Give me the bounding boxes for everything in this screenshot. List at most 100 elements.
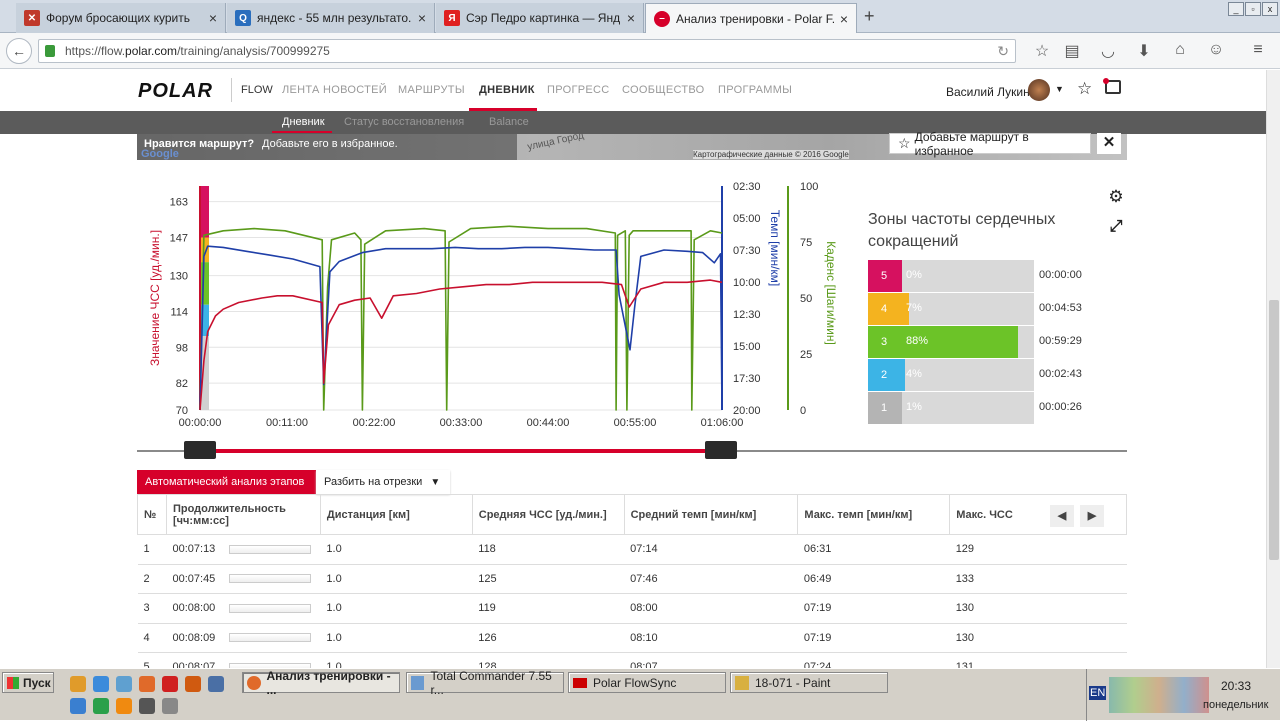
subnav-diary[interactable]: Дневник	[282, 116, 325, 128]
minimize-window-icon[interactable]: _	[1228, 2, 1244, 16]
odnoklassniki-icon[interactable]	[116, 698, 132, 714]
nav-community[interactable]: СООБЩЕСТВО	[622, 84, 705, 96]
table-cell: 00:07:45	[166, 563, 321, 594]
zone-row: 2 4%	[868, 359, 1034, 391]
tab-split-dropdown[interactable]: Разбить на отрезки ▼	[316, 470, 450, 494]
chrome-icon[interactable]	[93, 676, 109, 692]
pocket-icon[interactable]: ◡	[1101, 43, 1115, 60]
settings-gear-icon[interactable]: ⚙	[1108, 187, 1124, 206]
nav-programs[interactable]: ПРОГРАММЫ	[718, 84, 793, 96]
close-tab-icon[interactable]: ×	[839, 10, 848, 27]
page-scrollbar[interactable]	[1266, 70, 1280, 668]
nav-diary[interactable]: ДНЕВНИК	[479, 84, 535, 96]
table-cell: 08:00	[624, 593, 798, 624]
bookmark-star-icon[interactable]: ☆	[1034, 43, 1050, 60]
table-row[interactable]: 4 00:08:09 1.0 126 08:10 07:19 130	[137, 622, 1127, 653]
close-tab-icon[interactable]: ×	[417, 10, 426, 26]
paint-icon	[735, 675, 749, 690]
smiley-icon[interactable]: ☺	[1207, 41, 1225, 58]
time-range-slider[interactable]	[137, 441, 1127, 459]
notifications-icon[interactable]	[1105, 80, 1121, 94]
browser-tab[interactable]: ✕ Форум бросающих курить ×	[16, 3, 226, 33]
url-bar[interactable]: https://flow. polar.com/training/analysis…	[38, 39, 1016, 63]
col-max-pace[interactable]: Макс. темп [мин/км]	[797, 494, 951, 535]
start-button[interactable]: Пуск	[2, 672, 54, 693]
table-cell: 130	[949, 622, 1127, 653]
scrollbar-thumb[interactable]	[1269, 300, 1279, 560]
table-cell: 2	[137, 563, 167, 594]
firefox-icon[interactable]	[139, 676, 155, 692]
training-chart[interactable]: 163 147 130 114 98 82 70 02:30 05:00 07:30 10:00 12…	[137, 178, 857, 429]
subnav-balance[interactable]: Balance	[489, 116, 529, 128]
task-total-commander[interactable]: Total Commander 7.55 r...	[406, 669, 564, 697]
tray-icons[interactable]	[1109, 677, 1209, 713]
close-window-icon[interactable]: x	[1262, 2, 1278, 16]
nav-progress[interactable]: ПРОГРЕСС	[547, 84, 610, 96]
reload-icon[interactable]: ↻	[997, 43, 1009, 59]
add-route-favorite-button[interactable]: ☆ Добавьте маршрут в избранное	[889, 130, 1091, 158]
tab-title: Сэр Педро картинка — Янд...	[466, 11, 621, 25]
col-distance[interactable]: Дистанция [км]	[319, 494, 473, 535]
task-firefox[interactable]: Анализ тренировки - ...	[242, 669, 400, 697]
col-avg-pace[interactable]: Средний темп [мин/км]	[623, 494, 799, 535]
zone-fill-bar	[900, 260, 902, 292]
clock-time[interactable]: 20:33	[1221, 679, 1252, 693]
menu-icon[interactable]: ≡	[1253, 41, 1263, 58]
flowsync-icon	[573, 677, 587, 688]
table-row[interactable]: 2 00:07:45 1.0 125 07:46 06:49 133	[137, 563, 1127, 594]
y-left-tick-label: 98	[176, 342, 188, 354]
maximize-window-icon[interactable]: ▫	[1245, 2, 1261, 16]
download-icon[interactable]: ⬇	[1137, 43, 1151, 60]
opera-icon[interactable]	[162, 676, 178, 692]
slider-handle-start[interactable]	[184, 441, 216, 459]
subnav-recovery-status[interactable]: Статус восстановления	[344, 116, 465, 128]
task-paint[interactable]: 18-071 - Paint	[730, 672, 888, 693]
slider-handle-end[interactable]	[705, 441, 737, 459]
browser-tab-active[interactable]: – Анализ тренировки - Polar F... ×	[645, 3, 857, 33]
back-arrow-icon[interactable]: ←	[6, 38, 32, 64]
col-avg-hr[interactable]: Средняя ЧСС [уд./мин.]	[471, 494, 625, 535]
quicklaunch-icon[interactable]	[185, 676, 201, 692]
fullscreen-icon[interactable]: ⤢	[1109, 218, 1123, 235]
col-duration[interactable]: Продолжительность [чч:мм:сс]	[165, 494, 321, 535]
col-number[interactable]: №	[137, 494, 167, 535]
new-tab-icon[interactable]: +	[864, 6, 875, 26]
table-cell: 1	[137, 534, 167, 565]
chevron-down-icon[interactable]: ▼	[1055, 84, 1064, 94]
x-tick-label: 01:06:00	[701, 417, 744, 428]
tab-title: Анализ тренировки - Polar F...	[676, 11, 834, 26]
close-tab-icon[interactable]: ×	[208, 10, 217, 26]
home-icon[interactable]: ⌂	[1175, 41, 1185, 58]
ie-icon[interactable]	[70, 698, 86, 714]
favorites-star-icon[interactable]: ☆	[1077, 79, 1093, 98]
task-polar-flowsync[interactable]: Polar FlowSync	[568, 672, 726, 693]
flow-label: FLOW	[241, 84, 273, 96]
avatar[interactable]	[1028, 79, 1050, 101]
table-row[interactable]: 1 00:07:13 1.0 118 07:14 06:31 129	[137, 534, 1127, 565]
polar-logo[interactable]: POLAR	[138, 80, 213, 102]
table-row[interactable]: 3 00:08:00 1.0 119 08:00 07:19 130	[137, 593, 1127, 624]
nav-feed[interactable]: ЛЕНТА НОВОСТЕЙ	[282, 84, 388, 96]
language-indicator[interactable]: EN	[1089, 686, 1107, 700]
browser-tab[interactable]: Q яндекс - 55 млн результато... ×	[227, 3, 435, 33]
zone-fill-bar	[900, 326, 1018, 358]
tab-auto-laps[interactable]: Автоматический анализ этапов	[137, 470, 316, 494]
quicklaunch-icon[interactable]	[93, 698, 109, 714]
user-name[interactable]: Василий Лукин	[946, 85, 1030, 99]
quicklaunch-icon[interactable]	[70, 676, 86, 692]
vk-icon[interactable]	[208, 676, 224, 692]
col-max-hr[interactable]: Макс. ЧСС ◀ ▶	[949, 494, 1127, 535]
yandex-favicon-icon: Я	[444, 10, 460, 26]
browser-tab[interactable]: Я Сэр Педро картинка — Янд... ×	[436, 3, 644, 33]
scroll-right-icon[interactable]: ▶	[1080, 505, 1104, 527]
media-player-icon[interactable]	[139, 698, 155, 714]
scroll-left-icon[interactable]: ◀	[1050, 505, 1074, 527]
zone-row: 5 0%	[868, 260, 1034, 292]
reading-list-icon[interactable]: ▤	[1064, 43, 1080, 60]
nav-routes[interactable]: МАРШРУТЫ	[398, 84, 465, 96]
task-label: 18-071 - Paint	[755, 675, 831, 690]
close-banner-icon[interactable]: ✕	[1097, 133, 1121, 154]
close-tab-icon[interactable]: ×	[626, 10, 635, 26]
quicklaunch-icon[interactable]	[162, 698, 178, 714]
quicklaunch-icon[interactable]	[116, 676, 132, 692]
